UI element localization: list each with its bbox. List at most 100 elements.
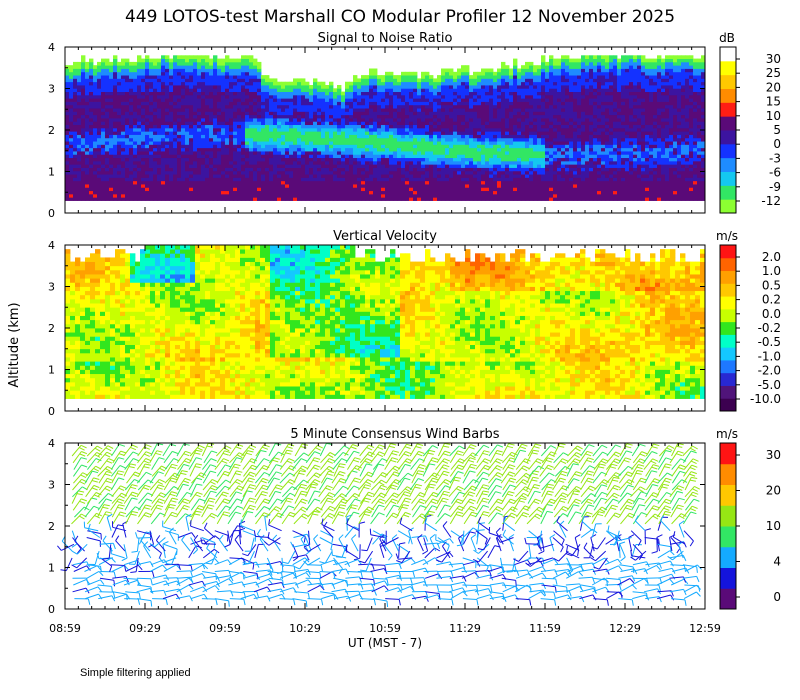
snr-cell [317,114,322,119]
snr-cell [201,75,206,79]
snr-cell [193,108,198,112]
snr-cell [453,104,458,109]
snr-cell [81,157,86,162]
snr-cell [317,121,322,126]
snr-cell [261,190,266,195]
snr-cell [289,177,294,182]
snr-cell [65,85,70,89]
snr-cell [241,61,246,66]
snr-cell [305,151,310,155]
snr-cell [537,124,542,129]
snr-cell [473,141,478,145]
snr-cell [517,104,522,109]
snr-cell [461,101,466,106]
snr-cell [449,151,454,155]
snr-cell [489,131,494,135]
snr-cell [149,65,154,69]
snr-cell [85,98,90,102]
snr-cell [101,193,106,198]
snr-cell [509,154,514,159]
snr-cell [285,91,290,96]
snr-cell [269,180,274,185]
snr-cell [129,131,134,135]
snr-cell [465,190,470,195]
snr-cell [233,81,238,86]
snr-cell [441,127,446,132]
snr-cell [229,75,234,79]
snr-cell [137,160,142,165]
snr-cell [437,177,442,182]
snr-cell [365,75,370,79]
snr-cell [257,177,262,182]
snr-cell [145,88,150,93]
snr-cell [97,111,102,116]
snr-cell [121,75,126,79]
snr-cell [353,85,358,89]
snr-cell [141,154,146,159]
snr-cell [69,118,74,122]
snr-cell [277,127,282,132]
snr-cell [125,65,130,69]
snr-cell [369,104,374,109]
snr-cell [233,160,238,165]
snr-cell [541,177,546,182]
snr-cell [181,58,186,63]
snr-cell [501,160,506,165]
snr-cell [69,141,74,145]
snr-cell [85,65,90,69]
snr-cell [73,118,78,122]
snr-cell [173,71,178,76]
snr-cell [121,170,126,175]
snr-cell [513,134,518,139]
snr-cell [425,111,430,116]
snr-cell [113,108,118,112]
snr-cell [269,111,274,116]
snr-cell [349,134,354,139]
snr-cell [65,68,70,73]
snr-cell [69,151,74,155]
snr-cell [325,121,330,126]
snr-cell [281,154,286,159]
snr-cell [245,81,250,86]
snr-cell [325,131,330,135]
snr-cell [425,184,430,188]
snr-cell [137,154,142,159]
snr-cell [325,147,330,152]
snr-cell [285,154,290,159]
snr-cell [329,98,334,102]
snr-cell [213,131,218,135]
snr-cell [385,108,390,112]
snr-cell [517,118,522,122]
snr-cell [89,94,94,99]
snr-cell [157,174,162,178]
snr-cell [509,98,514,102]
snr-cell [445,94,450,99]
snr-cell [237,71,242,76]
snr-cell [197,61,202,66]
snr-cell [73,98,78,102]
snr-cell [445,127,450,132]
snr-cell [449,164,454,168]
snr-cell [121,184,126,188]
snr-cell [461,65,466,69]
snr-cell [161,121,166,126]
snr-cell [85,187,90,192]
snr-cell [125,144,130,149]
snr-cell [177,164,182,168]
snr-cell [509,157,514,162]
snr-cell [217,81,222,86]
snr-cell [493,121,498,126]
snr-cell [77,160,82,165]
snr-cell [365,104,370,109]
snr-cell [405,127,410,132]
snr-cell [521,154,526,159]
snr-cell [245,91,250,96]
snr-cell [73,167,78,172]
snr-cell [461,124,466,129]
snr-cell [545,118,550,122]
snr-cell [377,177,382,182]
snr-cell [277,111,282,116]
snr-cell [169,170,174,175]
snr-cell [141,101,146,106]
snr-cell [481,197,486,201]
